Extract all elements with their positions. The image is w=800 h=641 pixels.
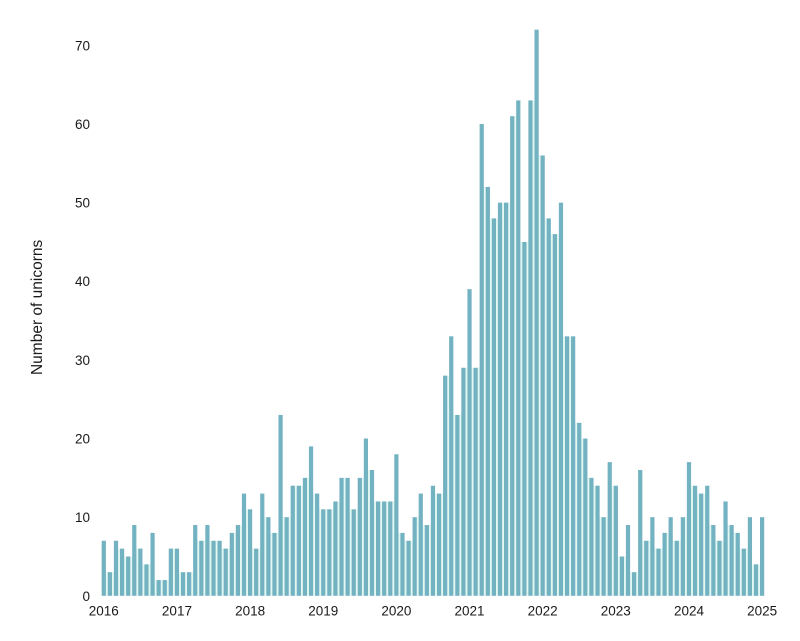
svg-text:20: 20 xyxy=(75,432,90,447)
svg-text:2018: 2018 xyxy=(235,603,265,618)
svg-text:60: 60 xyxy=(75,117,90,132)
svg-text:2023: 2023 xyxy=(601,603,631,618)
svg-text:40: 40 xyxy=(75,274,90,289)
svg-text:50: 50 xyxy=(75,196,90,211)
svg-text:2025: 2025 xyxy=(747,603,777,618)
svg-text:Number of unicorns: Number of unicorns xyxy=(29,240,46,376)
svg-text:30: 30 xyxy=(75,353,90,368)
svg-text:2022: 2022 xyxy=(528,603,558,618)
svg-text:2016: 2016 xyxy=(89,603,119,618)
svg-text:70: 70 xyxy=(75,38,90,53)
svg-text:10: 10 xyxy=(75,510,90,525)
svg-text:0: 0 xyxy=(82,589,90,604)
svg-text:2017: 2017 xyxy=(162,603,192,618)
svg-text:2019: 2019 xyxy=(308,603,338,618)
svg-text:2020: 2020 xyxy=(381,603,411,618)
svg-text:2021: 2021 xyxy=(455,603,485,618)
svg-text:2024: 2024 xyxy=(674,603,705,618)
